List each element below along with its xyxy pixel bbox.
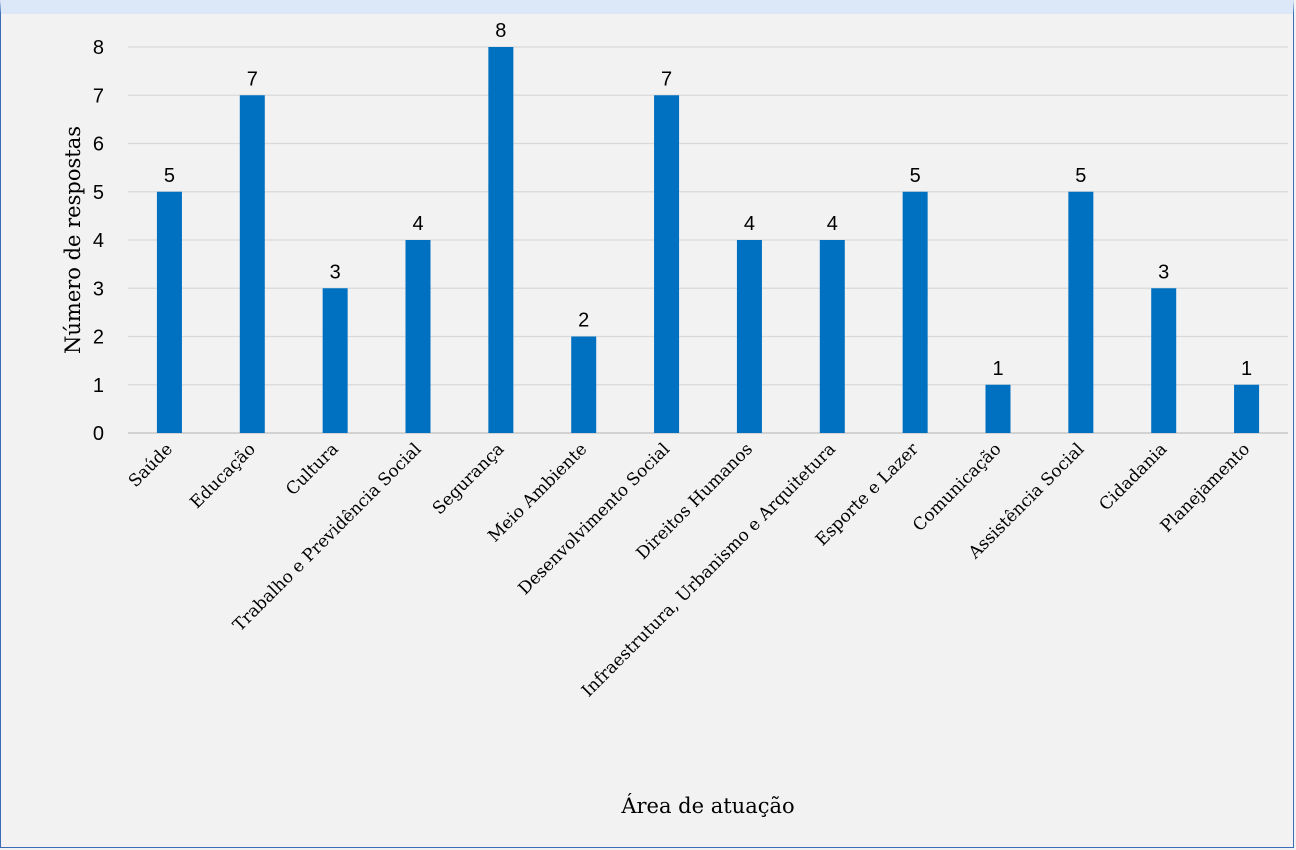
y-tick-label: 4: [93, 230, 104, 252]
data-label: 5: [910, 165, 921, 187]
x-axis-title: Área de atuação: [620, 794, 794, 818]
bar: [654, 95, 680, 433]
data-label: 3: [330, 261, 341, 283]
bar: [1068, 191, 1094, 433]
y-tick-label: 3: [93, 278, 104, 300]
x-tick-label: Cidadania: [1096, 439, 1172, 515]
data-label: 7: [247, 68, 258, 90]
x-tick-label: Educação: [186, 439, 259, 512]
bar: [736, 240, 762, 433]
bar: [239, 95, 265, 433]
bar: [1151, 288, 1177, 433]
bar: [156, 191, 182, 433]
x-tick-label: Cultura: [282, 439, 342, 499]
data-label: 4: [744, 213, 755, 235]
bar: [1234, 384, 1260, 433]
bar: [488, 47, 514, 433]
bars: [156, 47, 1260, 433]
data-label: 3: [1158, 261, 1169, 283]
x-tick-label: Saúde: [125, 439, 177, 491]
y-tick-label: 1: [93, 375, 104, 397]
y-axis-title: Número de respostas: [61, 126, 85, 354]
bar: [819, 240, 845, 433]
x-tick-label: Desenvolvimento Social: [514, 439, 674, 599]
bar: [902, 191, 928, 433]
x-tick-label: Segurança: [429, 439, 508, 518]
gridlines: [128, 46, 1288, 434]
y-tick-label: 2: [93, 327, 104, 349]
y-tick-label: 7: [93, 85, 104, 107]
data-label: 1: [1241, 358, 1252, 380]
data-label: 2: [578, 310, 589, 332]
data-labels: 5 7 3 4 8 2 7 4 4 5 1 5 3 1: [164, 20, 1252, 380]
data-label: 8: [495, 20, 506, 42]
y-tick-label: 0: [93, 423, 104, 445]
bar: [571, 336, 597, 433]
bar: [985, 384, 1011, 433]
data-label: 5: [164, 165, 175, 187]
data-label: 1: [992, 358, 1003, 380]
data-label: 4: [412, 213, 423, 235]
x-tick-label: Planejamento: [1157, 439, 1254, 536]
data-label: 4: [827, 213, 838, 235]
bar: [322, 288, 348, 433]
data-label: 7: [661, 68, 672, 90]
y-tick-label: 5: [93, 182, 104, 204]
x-tick-label: Trabalho e Previdência Social: [229, 439, 425, 635]
bar: [405, 240, 431, 433]
y-tick-label: 8: [93, 37, 104, 59]
y-tick-label: 6: [93, 134, 104, 156]
data-label: 5: [1075, 165, 1086, 187]
y-axis-ticks: 0 1 2 3 4 5 6 7 8: [93, 37, 104, 445]
